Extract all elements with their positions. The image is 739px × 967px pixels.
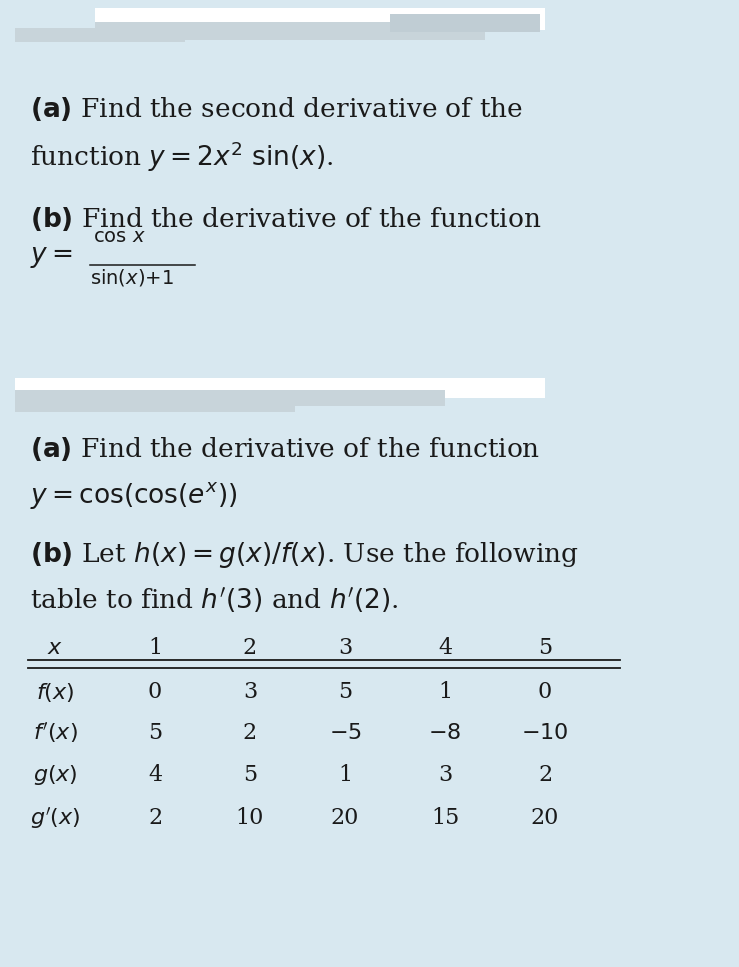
Text: 2: 2: [243, 637, 257, 659]
Text: $\mathrm{sin}(x){+}1$: $\mathrm{sin}(x){+}1$: [90, 267, 174, 288]
Text: table to find $h'(3)$ and $h'(2)$.: table to find $h'(3)$ and $h'(2)$.: [30, 585, 399, 615]
Text: $x$: $x$: [47, 637, 63, 659]
Text: function $y = 2x^2\ \mathrm{sin}(x)$.: function $y = 2x^2\ \mathrm{sin}(x)$.: [30, 140, 333, 174]
Text: 0: 0: [538, 681, 552, 703]
Text: $-5$: $-5$: [329, 722, 361, 744]
Text: $\mathbf{(b)}$ Let $h(x) = g(x)/f(x)$. Use the following: $\mathbf{(b)}$ Let $h(x) = g(x)/f(x)$. U…: [30, 540, 579, 570]
Text: 3: 3: [243, 681, 257, 703]
Text: 3: 3: [438, 764, 452, 786]
Text: 20: 20: [331, 807, 359, 829]
Text: 0: 0: [148, 681, 162, 703]
Text: 15: 15: [431, 807, 459, 829]
Text: 1: 1: [148, 637, 162, 659]
Text: $g(x)$: $g(x)$: [33, 763, 78, 787]
Text: $f(x)$: $f(x)$: [35, 681, 74, 704]
Text: 5: 5: [538, 637, 552, 659]
Text: $\mathbf{(b)}$ Find the derivative of the function: $\mathbf{(b)}$ Find the derivative of th…: [30, 205, 541, 233]
Text: 1: 1: [338, 764, 352, 786]
Text: 1: 1: [438, 681, 452, 703]
Text: $g'(x)$: $g'(x)$: [30, 806, 81, 831]
Text: 2: 2: [243, 722, 257, 744]
Text: $f'(x)$: $f'(x)$: [33, 720, 78, 746]
Text: 3: 3: [338, 637, 352, 659]
Text: $\mathbf{(a)}$ Find the derivative of the function: $\mathbf{(a)}$ Find the derivative of th…: [30, 435, 540, 463]
Text: $y = \mathrm{cos}(\mathrm{cos}(e^x))$: $y = \mathrm{cos}(\mathrm{cos}(e^x))$: [30, 480, 237, 511]
Text: 5: 5: [338, 681, 352, 703]
Text: $\mathbf{(a)}$ Find the second derivative of the: $\mathbf{(a)}$ Find the second derivativ…: [30, 95, 523, 123]
Text: 2: 2: [148, 807, 162, 829]
Text: $y =$: $y =$: [30, 246, 72, 271]
Text: $-8$: $-8$: [429, 722, 462, 744]
Text: $\mathrm{cos}\ x$: $\mathrm{cos}\ x$: [93, 228, 146, 246]
Text: 20: 20: [531, 807, 559, 829]
Text: 5: 5: [243, 764, 257, 786]
Text: 5: 5: [148, 722, 162, 744]
Text: 10: 10: [236, 807, 264, 829]
Text: 2: 2: [538, 764, 552, 786]
Text: 4: 4: [438, 637, 452, 659]
Text: 4: 4: [148, 764, 162, 786]
Text: $-10$: $-10$: [521, 722, 569, 744]
